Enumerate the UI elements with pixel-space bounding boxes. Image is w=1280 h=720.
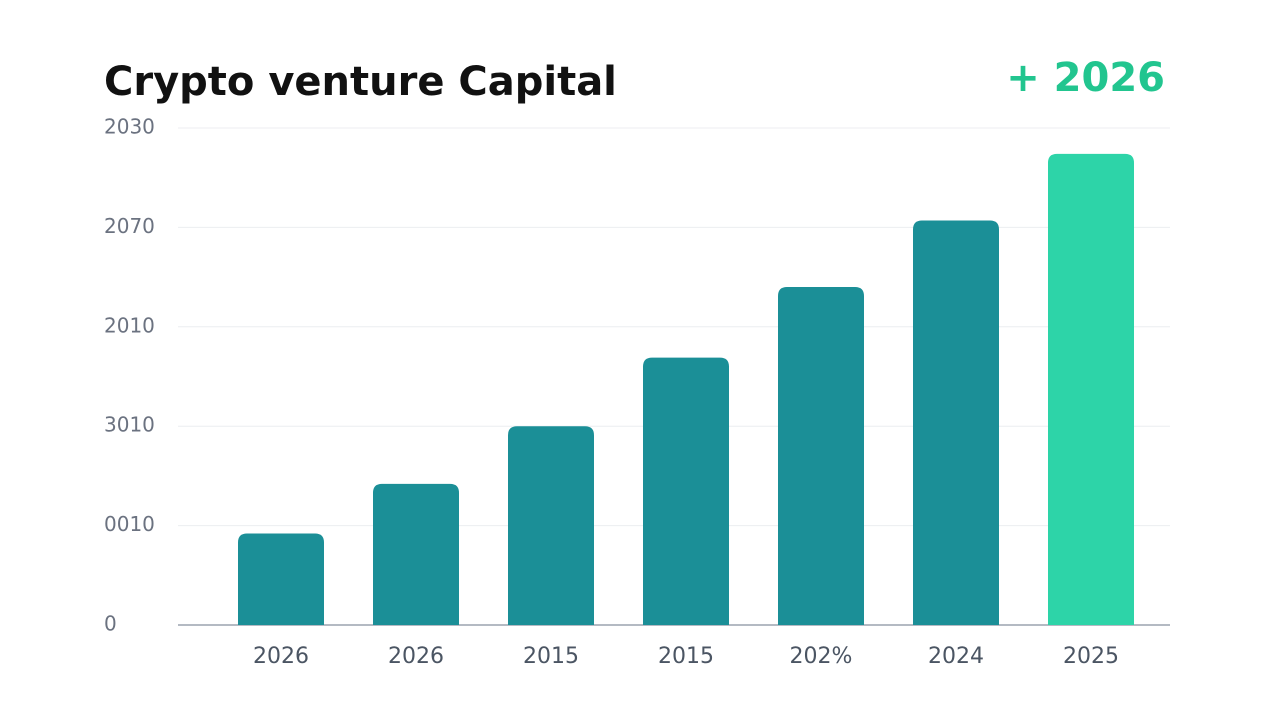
bar (238, 533, 324, 625)
x-tick-label: 2026 (388, 644, 444, 669)
bar (913, 220, 999, 625)
x-tick-label: 2015 (523, 644, 579, 669)
bar (778, 287, 864, 625)
y-tick-label: 2010 (104, 313, 155, 337)
y-tick-label: 0 (104, 612, 117, 636)
y-tick-label: 2030 (104, 115, 155, 139)
chart-title: Crypto venture Capital (104, 59, 617, 105)
y-tick-label: 0010 (104, 512, 155, 536)
x-tick-label: 2025 (1063, 644, 1119, 669)
x-tick-label: 2015 (658, 644, 714, 669)
x-tick-label: 2024 (928, 644, 984, 669)
bar (373, 483, 459, 625)
y-tick-label: 2070 (104, 214, 155, 238)
x-tick-label: 2026 (253, 644, 309, 669)
x-tick-label: 202% (790, 644, 853, 669)
headline: + 2026 (1006, 55, 1165, 101)
bar (1048, 153, 1134, 625)
bar (643, 357, 729, 625)
bar (508, 426, 594, 625)
y-tick-label: 3010 (104, 413, 155, 437)
